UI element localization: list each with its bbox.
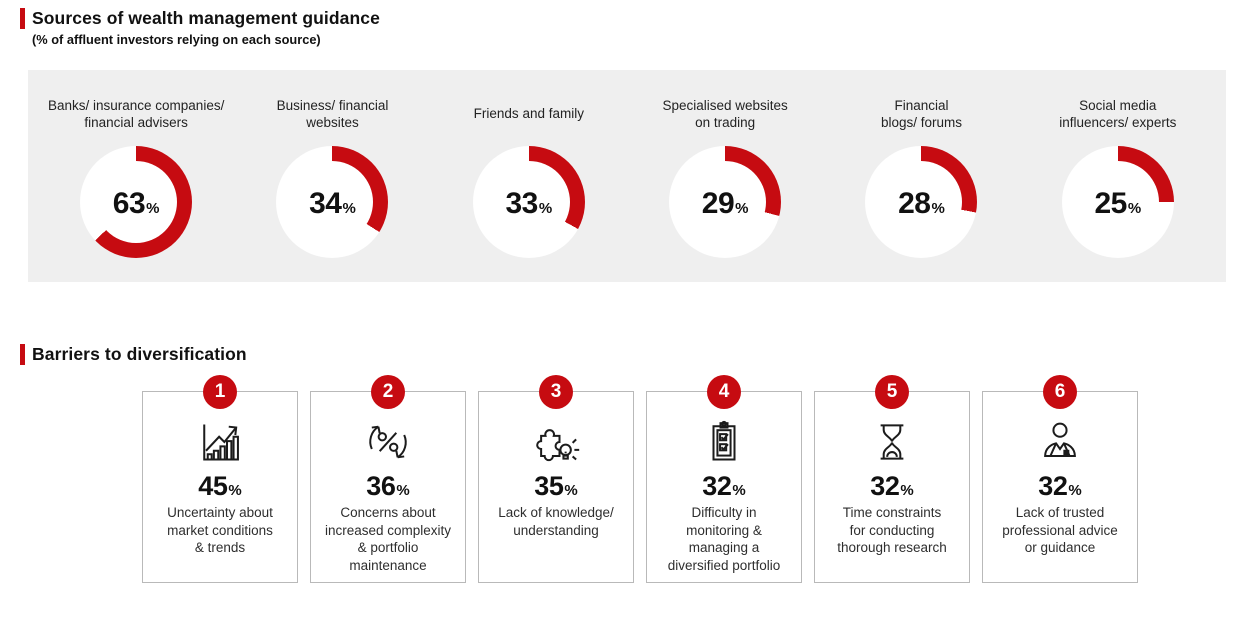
barrier-card-3: 3 35% Lack of knowledge/ understanding [478,375,634,583]
sources-subtitle: (% of affluent investors relying on each… [32,32,321,47]
advisor-person-icon [1032,414,1088,470]
hourglass-icon [864,414,920,470]
donut-chart: 63% [80,146,193,258]
source-label: Financial blogs/ forums [880,98,962,130]
source-label: Specialised websites on trading [662,98,788,130]
donut-chart: 33% [472,146,585,258]
barrier-card-2: 2 36% Concerns about increased complexit… [310,375,466,583]
source-label: Banks/ insurance companies/ financial ad… [47,98,225,130]
barrier-description: Concerns about increased complexity & po… [324,505,452,573]
barrier-number-badge: 5 [875,375,909,409]
barrier-value: 32% [1038,471,1082,501]
title-accent-bar [20,8,25,29]
barrier-card-4: 4 32% Difficulty in monitoring & managin… [646,375,802,583]
donut-value: 63% [95,161,178,243]
donut-value: 28% [880,161,963,243]
barriers-title: Barriers to diversification [32,344,247,364]
bar-chart-trend-icon [192,414,248,470]
source-label: Business/ financial websites [276,98,389,130]
donut-chart: 29% [669,146,782,258]
barrier-value: 45% [198,471,242,501]
donut-chart: 25% [1061,146,1174,258]
donut-value: 33% [487,161,570,243]
puzzle-lightbulb-icon [528,414,584,470]
source-item-friends-family: Friends and family 33% [431,97,627,282]
title-accent-bar [20,344,25,365]
donut-chart: 34% [276,146,389,258]
donut-chart: 28% [865,146,978,258]
barrier-description: Uncertainty about market conditions & tr… [167,505,273,555]
donut-value: 34% [291,161,374,243]
checklist-clipboard-icon [696,414,752,470]
source-item-business-websites: Business/ financial websites 34% [234,97,430,282]
barrier-description: Lack of knowledge/ understanding [498,505,614,538]
sources-title-row: Sources of wealth management guidance [20,8,380,29]
barrier-number-badge: 4 [707,375,741,409]
barrier-value: 32% [702,471,746,501]
barrier-card-6: 6 32% Lack of trusted professional advic… [982,375,1138,583]
barrier-number-badge: 2 [371,375,405,409]
source-label: Friends and family [473,106,584,122]
sources-title: Sources of wealth management guidance [32,8,380,28]
source-item-social-media: Social media influencers/ experts 25% [1020,97,1216,282]
donut-value: 25% [1076,161,1159,243]
barrier-value: 32% [870,471,914,501]
barrier-card-1: 1 45% Uncertainty about market condition… [142,375,298,583]
barrier-value: 36% [366,471,410,501]
source-item-trading-websites: Specialised websites on trading 29% [627,97,823,282]
source-item-blogs-forums: Financial blogs/ forums 28% [823,97,1019,282]
source-label: Social media influencers/ experts [1059,98,1177,130]
barrier-card-5: 5 32% Time constraints for conducting th… [814,375,970,583]
barrier-number-badge: 1 [203,375,237,409]
barrier-number-badge: 6 [1043,375,1077,409]
sources-panel: Banks/ insurance companies/ financial ad… [28,70,1226,282]
source-item-banks: Banks/ insurance companies/ financial ad… [38,97,234,282]
barrier-description: Lack of trusted professional advice or g… [1002,505,1118,555]
sources-header: Sources of wealth management guidance (%… [20,8,380,47]
barriers-header: Barriers to diversification [20,344,247,365]
percentage-cycle-icon [360,414,416,470]
barriers-cards-row: 1 45% Uncertainty about market condition… [142,375,1138,583]
donut-value: 29% [684,161,767,243]
barrier-value: 35% [534,471,578,501]
barriers-title-row: Barriers to diversification [20,344,247,365]
barrier-number-badge: 3 [539,375,573,409]
barrier-description: Time constraints for conducting thorough… [837,505,947,555]
barrier-description: Difficulty in monitoring & managing a di… [667,505,781,573]
